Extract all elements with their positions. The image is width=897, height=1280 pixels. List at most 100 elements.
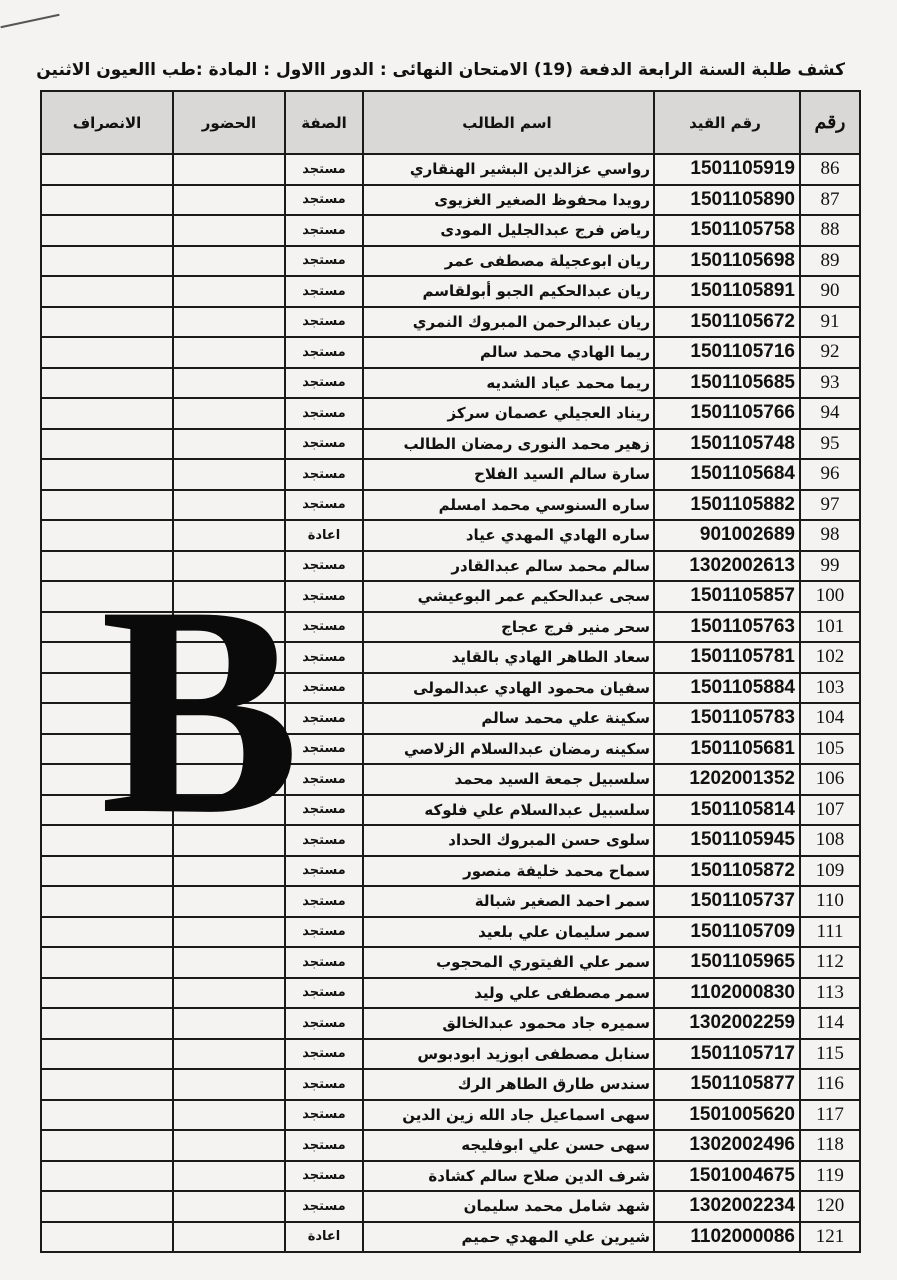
attendance-cell[interactable] bbox=[172, 336, 286, 369]
row-number: 113 bbox=[799, 976, 861, 1009]
table-row: 91 1501105672 ريان عبدالرحمن المبروك النمر… bbox=[40, 305, 861, 338]
departure-cell[interactable] bbox=[40, 732, 174, 765]
registration-id: 1501105781 bbox=[653, 641, 801, 674]
row-number: 87 bbox=[799, 183, 861, 216]
student-name: سندس طارق الطاهر الرك bbox=[362, 1068, 655, 1101]
row-number: 107 bbox=[799, 793, 861, 826]
attendance-cell[interactable] bbox=[172, 885, 286, 918]
departure-cell[interactable] bbox=[40, 275, 174, 308]
attendance-cell[interactable] bbox=[172, 214, 286, 247]
student-name: سمر مصطفى علي وليد bbox=[362, 976, 655, 1009]
registration-id: 1102000830 bbox=[653, 976, 801, 1009]
registration-id: 1302002259 bbox=[653, 1007, 801, 1040]
departure-cell[interactable] bbox=[40, 1190, 174, 1223]
row-number: 94 bbox=[799, 397, 861, 430]
departure-cell[interactable] bbox=[40, 1220, 174, 1253]
student-name: شرف الدين صلاح سالم كشادة bbox=[362, 1159, 655, 1192]
attendance-cell[interactable] bbox=[172, 976, 286, 1009]
table-row: 120 1302002234 شهد شامل محمد سليمان مستجد bbox=[40, 1190, 861, 1223]
attendance-cell[interactable] bbox=[172, 854, 286, 887]
attendance-cell[interactable] bbox=[172, 1220, 286, 1253]
departure-cell[interactable] bbox=[40, 153, 174, 186]
table-row: 118 1302002496 سهى حسن علي ابوفليجه مستجد bbox=[40, 1129, 861, 1162]
row-number: 93 bbox=[799, 366, 861, 399]
row-number: 86 bbox=[799, 153, 861, 186]
student-name: ساره السنوسي محمد امسلم bbox=[362, 488, 655, 521]
attendance-cell[interactable] bbox=[172, 1007, 286, 1040]
departure-cell[interactable] bbox=[40, 244, 174, 277]
registration-id: 1501105882 bbox=[653, 488, 801, 521]
departure-cell[interactable] bbox=[40, 1129, 174, 1162]
header-number: رقم bbox=[799, 90, 861, 155]
attendance-cell[interactable] bbox=[172, 1190, 286, 1223]
attendance-cell[interactable] bbox=[172, 244, 286, 277]
registration-id: 1501105965 bbox=[653, 946, 801, 979]
departure-cell[interactable] bbox=[40, 1007, 174, 1040]
registration-id: 1501105877 bbox=[653, 1068, 801, 1101]
departure-cell[interactable] bbox=[40, 1098, 174, 1131]
attendance-cell[interactable] bbox=[172, 183, 286, 216]
attendance-cell[interactable] bbox=[172, 366, 286, 399]
pen-mark bbox=[0, 13, 60, 29]
attendance-cell[interactable] bbox=[172, 1098, 286, 1131]
student-name: شهد شامل محمد سليمان bbox=[362, 1190, 655, 1223]
registration-id: 1302002613 bbox=[653, 549, 801, 582]
departure-cell[interactable] bbox=[40, 397, 174, 430]
table-row: 113 1102000830 سمر مصطفى علي وليد مستجد bbox=[40, 976, 861, 1009]
attendance-cell[interactable] bbox=[172, 488, 286, 521]
departure-cell[interactable] bbox=[40, 1037, 174, 1070]
registration-id: 1501105684 bbox=[653, 458, 801, 491]
registration-id: 1501105884 bbox=[653, 671, 801, 704]
attendance-cell[interactable] bbox=[172, 397, 286, 430]
departure-cell[interactable] bbox=[40, 305, 174, 338]
table-row: 121 1102000086 شيرين علي المهدي حميم اعادة bbox=[40, 1220, 861, 1253]
status: مستجد bbox=[284, 458, 364, 491]
attendance-cell[interactable] bbox=[172, 580, 286, 613]
departure-cell[interactable] bbox=[40, 946, 174, 979]
attendance-cell[interactable] bbox=[172, 275, 286, 308]
attendance-cell[interactable] bbox=[172, 824, 286, 857]
attendance-cell[interactable] bbox=[172, 671, 286, 704]
departure-cell[interactable] bbox=[40, 1159, 174, 1192]
student-name: سماح محمد خليفة منصور bbox=[362, 854, 655, 887]
row-number: 89 bbox=[799, 244, 861, 277]
attendance-cell[interactable] bbox=[172, 1037, 286, 1070]
departure-cell[interactable] bbox=[40, 1068, 174, 1101]
row-number: 98 bbox=[799, 519, 861, 552]
row-number: 109 bbox=[799, 854, 861, 887]
student-name: شيرين علي المهدي حميم bbox=[362, 1220, 655, 1253]
attendance-cell[interactable] bbox=[172, 1068, 286, 1101]
attendance-cell[interactable] bbox=[172, 153, 286, 186]
attendance-cell[interactable] bbox=[172, 1129, 286, 1162]
departure-cell[interactable] bbox=[40, 427, 174, 460]
status: مستجد bbox=[284, 336, 364, 369]
status: مستجد bbox=[284, 946, 364, 979]
departure-cell[interactable] bbox=[40, 458, 174, 491]
row-number: 118 bbox=[799, 1129, 861, 1162]
departure-cell[interactable] bbox=[40, 885, 174, 918]
table-row: 99 1302002613 سالم محمد سالم عبدالقادر مستج… bbox=[40, 549, 861, 582]
registration-id: 901002689 bbox=[653, 519, 801, 552]
attendance-cell[interactable] bbox=[172, 915, 286, 948]
attendance-cell[interactable] bbox=[172, 427, 286, 460]
departure-cell[interactable] bbox=[40, 824, 174, 857]
departure-cell[interactable] bbox=[40, 183, 174, 216]
status: مستجد bbox=[284, 1037, 364, 1070]
departure-cell[interactable] bbox=[40, 976, 174, 1009]
departure-cell[interactable] bbox=[40, 488, 174, 521]
registration-id: 1501005620 bbox=[653, 1098, 801, 1131]
registration-id: 1501105857 bbox=[653, 580, 801, 613]
row-number: 110 bbox=[799, 885, 861, 918]
attendance-cell[interactable] bbox=[172, 305, 286, 338]
attendance-cell[interactable] bbox=[172, 946, 286, 979]
departure-cell[interactable] bbox=[40, 366, 174, 399]
row-number: 91 bbox=[799, 305, 861, 338]
departure-cell[interactable] bbox=[40, 214, 174, 247]
departure-cell[interactable] bbox=[40, 915, 174, 948]
attendance-cell[interactable] bbox=[172, 1159, 286, 1192]
attendance-cell[interactable] bbox=[172, 458, 286, 491]
registration-id: 1501004675 bbox=[653, 1159, 801, 1192]
row-number: 108 bbox=[799, 824, 861, 857]
departure-cell[interactable] bbox=[40, 336, 174, 369]
attendance-cell[interactable] bbox=[172, 549, 286, 582]
